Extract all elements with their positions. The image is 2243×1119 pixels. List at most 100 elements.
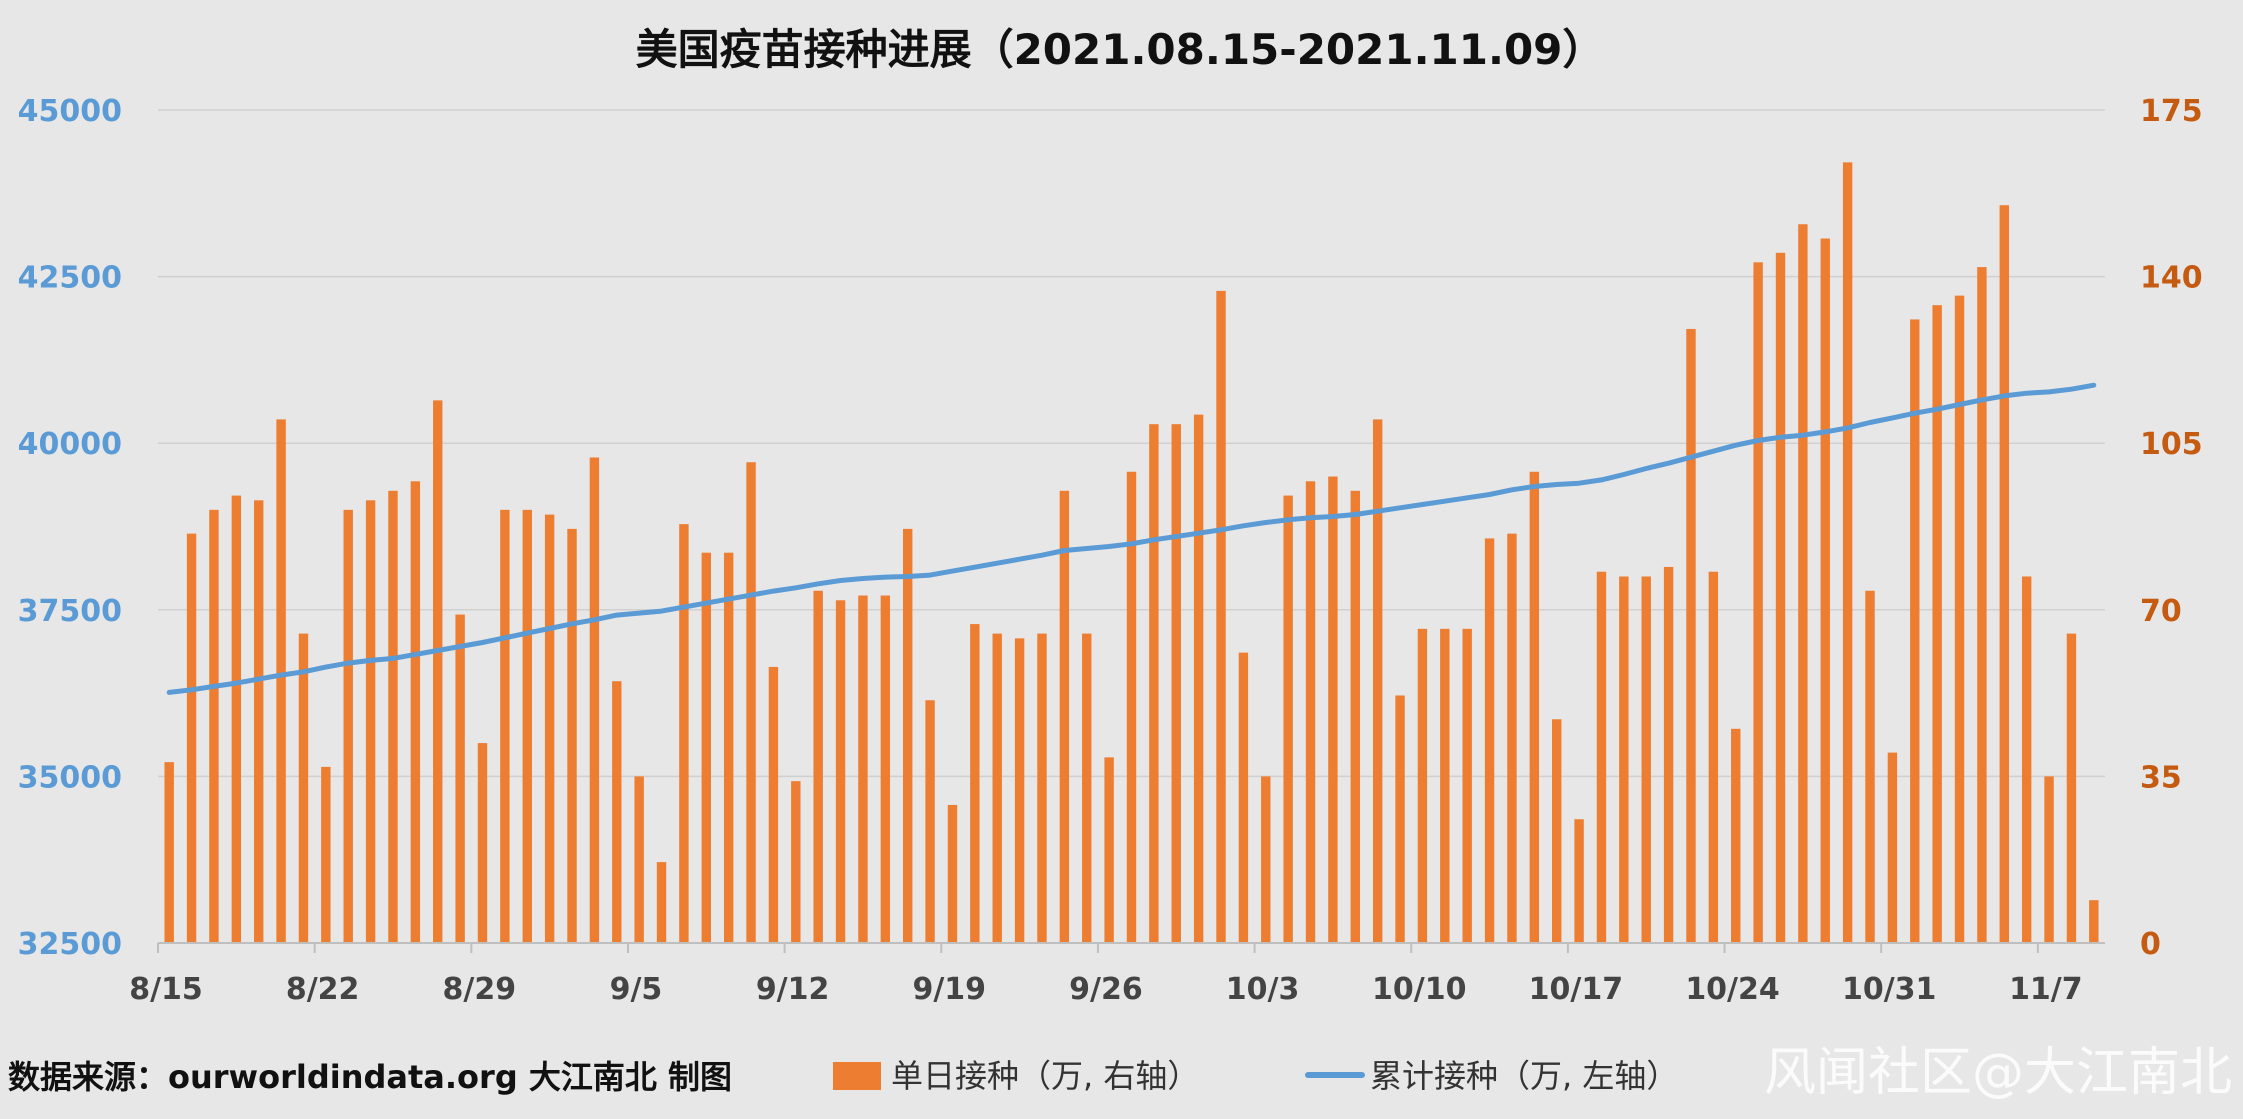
right-axis-tick-label: 0 <box>2140 927 2161 962</box>
daily-bar <box>1484 538 1495 943</box>
daily-bar <box>634 776 644 943</box>
right-axis-tick-label: 175 <box>2140 94 2203 129</box>
watermark: 风闻社区@大江南北 <box>1764 1043 2232 1103</box>
daily-bars <box>164 162 2099 944</box>
x-axis-tick-label: 10/24 <box>1685 972 1779 1007</box>
daily-bar <box>1104 757 1114 943</box>
daily-bar <box>612 681 622 943</box>
daily-bar <box>1798 224 1808 944</box>
daily-bar <box>791 781 801 943</box>
daily-bar <box>701 552 711 943</box>
daily-bar <box>298 633 309 943</box>
daily-bar <box>679 524 689 943</box>
legend: 单日接种（万, 右轴） 累计接种（万, 左轴） <box>833 1057 1678 1095</box>
x-axis-tick-label: 8/22 <box>286 972 360 1007</box>
daily-bar <box>500 509 510 943</box>
daily-bar <box>1462 628 1472 943</box>
daily-bar <box>1596 571 1607 943</box>
daily-bar <box>343 509 353 943</box>
cumulative-line <box>166 382 2097 695</box>
daily-bar <box>947 804 958 943</box>
daily-bar <box>433 400 443 943</box>
left-axis-tick-label: 42500 <box>18 261 122 296</box>
daily-bar <box>164 762 174 943</box>
daily-bar <box>1149 424 1159 943</box>
x-axis-tick-label: 9/26 <box>1069 972 1143 1007</box>
daily-bar <box>858 595 868 943</box>
daily-bar <box>1283 495 1293 943</box>
daily-bar <box>1372 419 1383 943</box>
daily-bar <box>1753 262 1763 943</box>
daily-bar <box>1820 238 1830 943</box>
axes: 32500 35000 37500 40000 42500 45000 0 35 70 105 14… <box>18 94 2203 1007</box>
x-axis-tick-label: 11/7 <box>2009 972 2083 1007</box>
daily-bar <box>1014 638 1025 943</box>
daily-bar <box>522 509 532 943</box>
daily-bar <box>1708 571 1719 943</box>
daily-bar <box>768 666 779 943</box>
daily-bar <box>835 600 846 943</box>
daily-bar <box>254 500 264 943</box>
daily-bar <box>1574 819 1584 943</box>
daily-bar <box>1977 267 1987 944</box>
daily-bar <box>1910 319 1920 943</box>
left-axis-tick-label: 45000 <box>18 94 122 129</box>
x-axis-tick-label: 10/3 <box>1226 972 1300 1007</box>
right-axis-tick-label: 105 <box>2140 427 2203 462</box>
daily-bar <box>1932 305 1942 943</box>
daily-bar <box>2044 776 2054 943</box>
daily-bar <box>2021 576 2032 943</box>
daily-bar <box>567 528 577 943</box>
daily-bar <box>1037 633 1047 943</box>
daily-bar <box>880 595 891 943</box>
daily-bar <box>1350 490 1360 943</box>
daily-bar <box>1171 424 1181 943</box>
cumulative-line-layer <box>166 382 2097 695</box>
daily-bar <box>1887 752 1898 943</box>
daily-bar <box>1305 481 1316 943</box>
daily-bar <box>365 500 376 943</box>
right-axis-tick-label: 35 <box>2140 760 2182 795</box>
daily-bar <box>1193 414 1204 943</box>
x-axis-tick-label: 9/19 <box>912 972 986 1007</box>
x-axis-tick-label: 8/29 <box>443 972 517 1007</box>
left-axis-tick-label: 32500 <box>18 927 122 962</box>
daily-bar <box>970 624 980 943</box>
daily-bar <box>1395 695 1405 943</box>
daily-bar <box>925 700 935 943</box>
daily-bar <box>455 614 465 943</box>
right-axis-tick-label: 70 <box>2140 594 2182 629</box>
daily-bar <box>2089 900 2099 943</box>
daily-bar <box>746 462 756 943</box>
legend-bar-label: 单日接种（万, 右轴） <box>891 1057 1199 1095</box>
daily-bar <box>1507 533 1517 943</box>
daily-bar <box>1619 576 1629 943</box>
left-axis-tick-label: 37500 <box>18 594 122 629</box>
daily-bar <box>656 862 667 943</box>
daily-bar <box>477 743 488 943</box>
daily-bar <box>1552 719 1562 943</box>
chart-title: 美国疫苗接种进展（2021.08.15-2021.11.09） <box>636 25 1605 74</box>
x-axis-tick-label: 8/15 <box>129 972 203 1007</box>
left-axis-tick-label: 35000 <box>18 760 122 795</box>
daily-bar <box>1954 295 1965 943</box>
legend-line-label: 累计接种（万, 左轴） <box>1370 1057 1678 1095</box>
daily-bar <box>1641 576 1651 943</box>
daily-bar <box>1842 162 1853 944</box>
daily-bar <box>1126 471 1137 943</box>
daily-bar <box>1775 252 1786 944</box>
daily-bar <box>589 457 600 943</box>
daily-bar <box>1082 633 1092 943</box>
daily-bar <box>1238 652 1249 943</box>
daily-bar <box>1686 328 1696 944</box>
daily-bar <box>1216 290 1226 943</box>
daily-bar <box>813 590 823 943</box>
daily-bar <box>723 552 734 943</box>
daily-bar <box>276 419 286 943</box>
daily-bar <box>544 514 555 943</box>
left-axis-tick-label: 40000 <box>18 427 122 462</box>
x-axis-tick-label: 10/17 <box>1529 972 1623 1007</box>
daily-bar <box>1999 205 2009 943</box>
right-axis-tick-label: 140 <box>2140 261 2203 296</box>
